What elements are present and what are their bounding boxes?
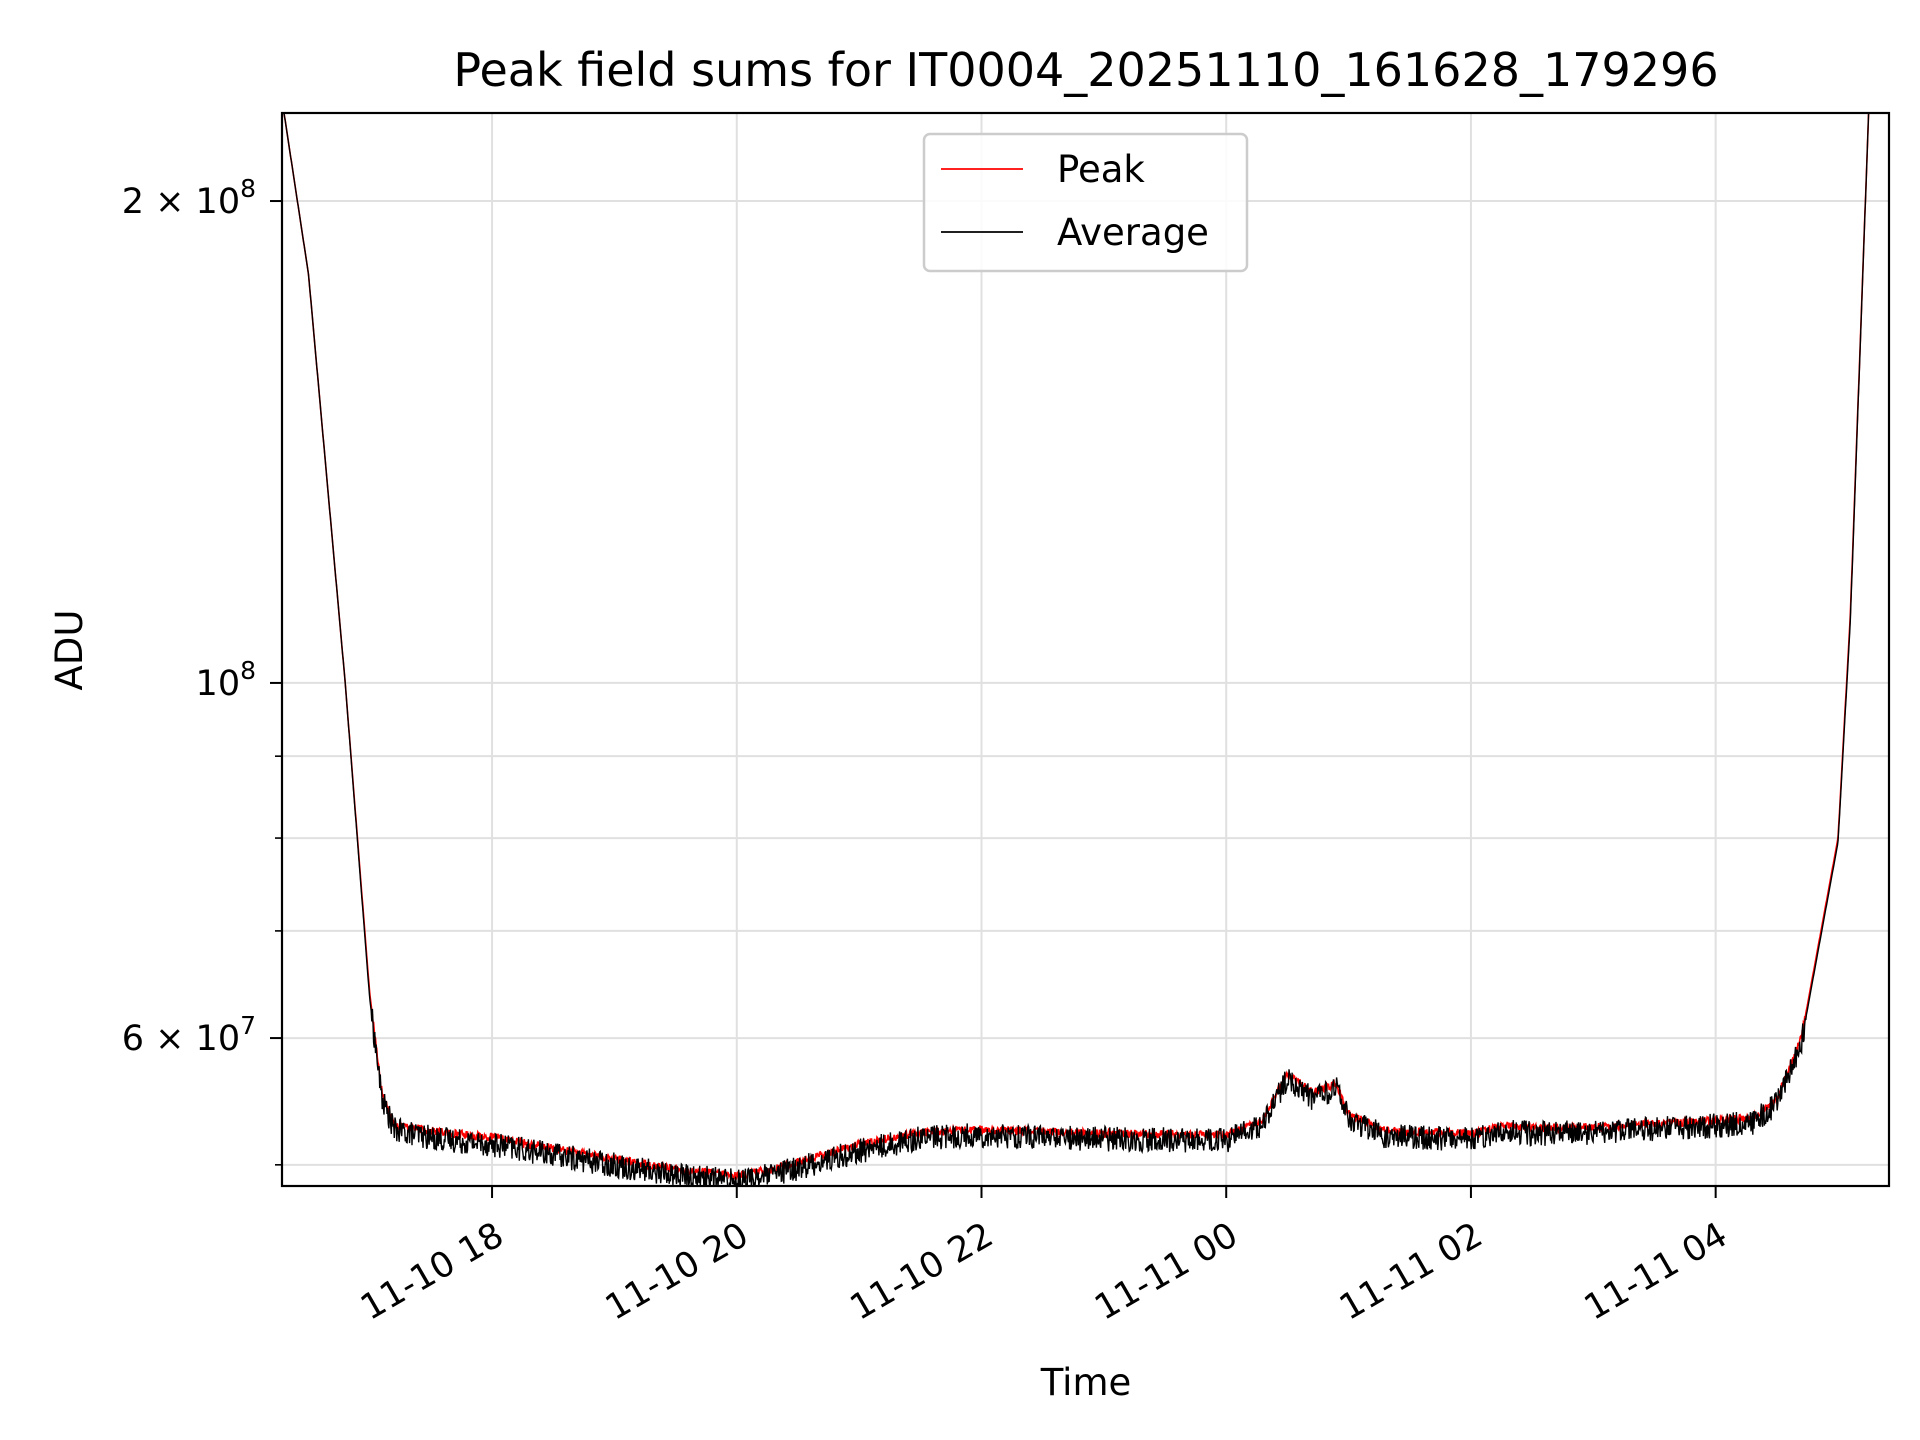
chart-title: Peak field sums for IT0004_20251110_1616…: [453, 43, 1718, 97]
legend: Peak Average: [922, 132, 1249, 273]
series-line-average: [283, 113, 1870, 1186]
legend-label-peak: Peak: [1057, 148, 1145, 191]
legend-label-average: Average: [1057, 211, 1209, 254]
y-tick-label-exponent: 8: [240, 656, 256, 685]
y-tick-label-base: 2 × 10: [122, 182, 240, 222]
y-tick-label: 6 × 107: [122, 1011, 256, 1059]
y-axis-label: ADU: [48, 610, 91, 691]
y-tick-label-base: 10: [196, 664, 241, 704]
y-tick-label: 2 × 108: [122, 174, 256, 222]
y-tick-label-base: 6 × 10: [122, 1019, 240, 1059]
x-axis-label: Time: [1040, 1361, 1132, 1404]
plot-frame: [280, 111, 1891, 1188]
plot-area: [283, 113, 1870, 1186]
y-tick-label-exponent: 8: [240, 174, 256, 203]
y-tick-label: 108: [196, 656, 256, 704]
y-tick-label-exponent: 7: [240, 1011, 256, 1040]
